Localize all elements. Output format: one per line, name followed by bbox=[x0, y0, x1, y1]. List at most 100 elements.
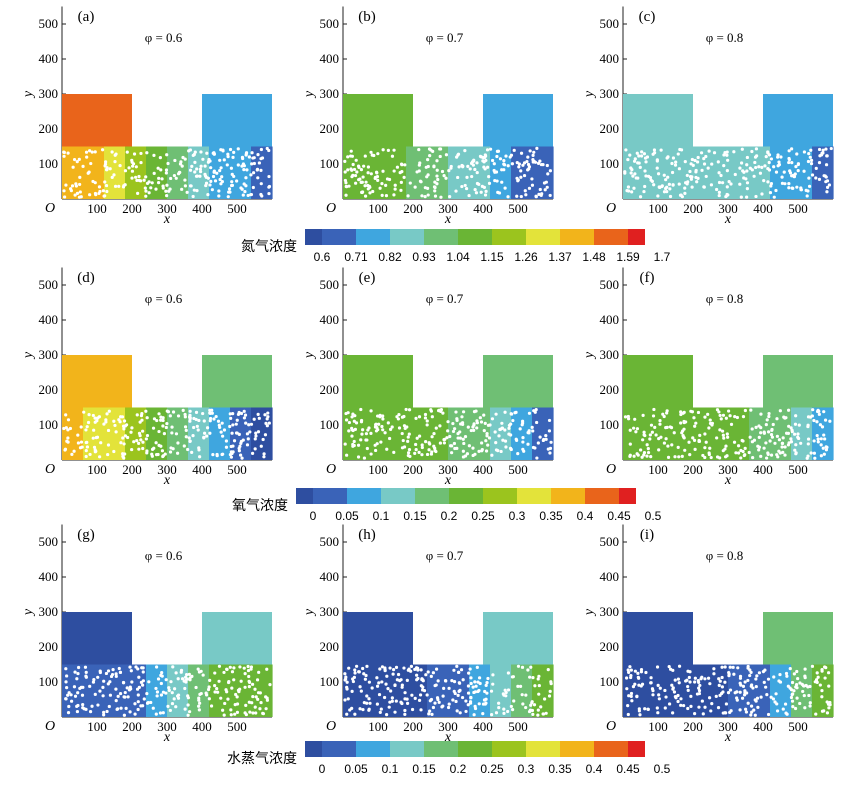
particle bbox=[96, 675, 100, 679]
particle bbox=[355, 664, 359, 668]
particle bbox=[72, 685, 77, 689]
particle bbox=[816, 408, 820, 412]
particle bbox=[700, 168, 704, 172]
particle bbox=[650, 179, 654, 183]
particle bbox=[188, 168, 193, 172]
particle bbox=[666, 455, 671, 459]
particle bbox=[744, 707, 748, 711]
y-axis-label: y bbox=[21, 608, 36, 617]
particle bbox=[639, 667, 644, 672]
particle bbox=[535, 420, 539, 425]
particle bbox=[780, 445, 784, 449]
particle bbox=[759, 695, 763, 699]
particle bbox=[638, 195, 643, 199]
particle bbox=[472, 690, 476, 695]
particle bbox=[781, 436, 785, 440]
particle bbox=[167, 688, 171, 692]
particle bbox=[750, 149, 754, 154]
particle bbox=[655, 158, 659, 162]
particle bbox=[693, 676, 697, 680]
particle bbox=[230, 180, 234, 184]
colorbar-tick-label: 0.93 bbox=[412, 250, 436, 264]
particle bbox=[360, 432, 364, 436]
particle bbox=[207, 157, 211, 162]
particle bbox=[544, 437, 548, 441]
particle bbox=[473, 187, 477, 192]
particle bbox=[392, 193, 396, 197]
particle bbox=[192, 416, 196, 421]
particle bbox=[736, 444, 741, 448]
particle bbox=[827, 183, 832, 187]
particle bbox=[758, 171, 763, 175]
particle bbox=[264, 421, 268, 425]
particle bbox=[128, 710, 132, 714]
particle bbox=[766, 430, 771, 434]
particle bbox=[254, 431, 258, 435]
particle bbox=[359, 168, 364, 172]
particle bbox=[102, 422, 106, 426]
particle bbox=[761, 670, 765, 674]
particle bbox=[213, 683, 217, 688]
particle bbox=[186, 703, 190, 707]
particle bbox=[215, 454, 219, 458]
particle bbox=[110, 150, 114, 154]
particle bbox=[679, 421, 683, 425]
particle bbox=[351, 442, 355, 447]
particle bbox=[212, 151, 216, 155]
particle bbox=[818, 423, 822, 427]
phi-label: φ = 0.7 bbox=[426, 30, 464, 45]
colorbar-swatch bbox=[526, 229, 560, 245]
particle bbox=[671, 687, 675, 691]
particle bbox=[188, 409, 192, 413]
y-tick-label: 500 bbox=[320, 534, 340, 549]
particle bbox=[816, 437, 820, 441]
colorbar-tick-label: 0.05 bbox=[344, 762, 368, 776]
particle bbox=[147, 191, 151, 195]
particle bbox=[419, 708, 423, 712]
particle bbox=[650, 430, 654, 434]
particle bbox=[531, 429, 535, 433]
particle bbox=[725, 169, 729, 173]
particle bbox=[742, 176, 746, 180]
particle bbox=[157, 412, 161, 416]
particle bbox=[190, 674, 194, 678]
particle bbox=[810, 173, 815, 177]
particle bbox=[479, 190, 483, 194]
left-box-fill bbox=[343, 355, 413, 408]
particle bbox=[186, 713, 190, 717]
particle bbox=[795, 696, 799, 700]
particle bbox=[377, 692, 382, 697]
bed-contour-band bbox=[728, 407, 750, 460]
particle bbox=[217, 189, 221, 193]
particle bbox=[806, 442, 810, 446]
particle bbox=[721, 711, 725, 715]
particle bbox=[145, 701, 150, 705]
particle bbox=[406, 435, 410, 439]
particle bbox=[765, 456, 769, 460]
particle bbox=[163, 452, 167, 456]
particle bbox=[184, 435, 188, 439]
particle bbox=[234, 692, 238, 697]
particle bbox=[732, 672, 736, 676]
colorbar-swatch bbox=[322, 229, 356, 245]
particle bbox=[257, 670, 261, 674]
particle bbox=[665, 185, 669, 189]
particle bbox=[787, 182, 791, 186]
particle bbox=[239, 679, 243, 683]
particle bbox=[683, 448, 687, 452]
particle bbox=[503, 439, 508, 443]
x-tick-label: 100 bbox=[368, 719, 388, 734]
bed-contour-band bbox=[707, 664, 729, 717]
particle bbox=[442, 686, 446, 690]
particle bbox=[471, 446, 475, 450]
bed-contour-band bbox=[511, 146, 533, 199]
particle bbox=[109, 674, 114, 679]
particle bbox=[236, 412, 241, 417]
particle bbox=[688, 453, 692, 457]
particle bbox=[144, 194, 148, 198]
particle bbox=[528, 675, 532, 679]
particle bbox=[221, 708, 225, 712]
particle bbox=[85, 155, 89, 159]
